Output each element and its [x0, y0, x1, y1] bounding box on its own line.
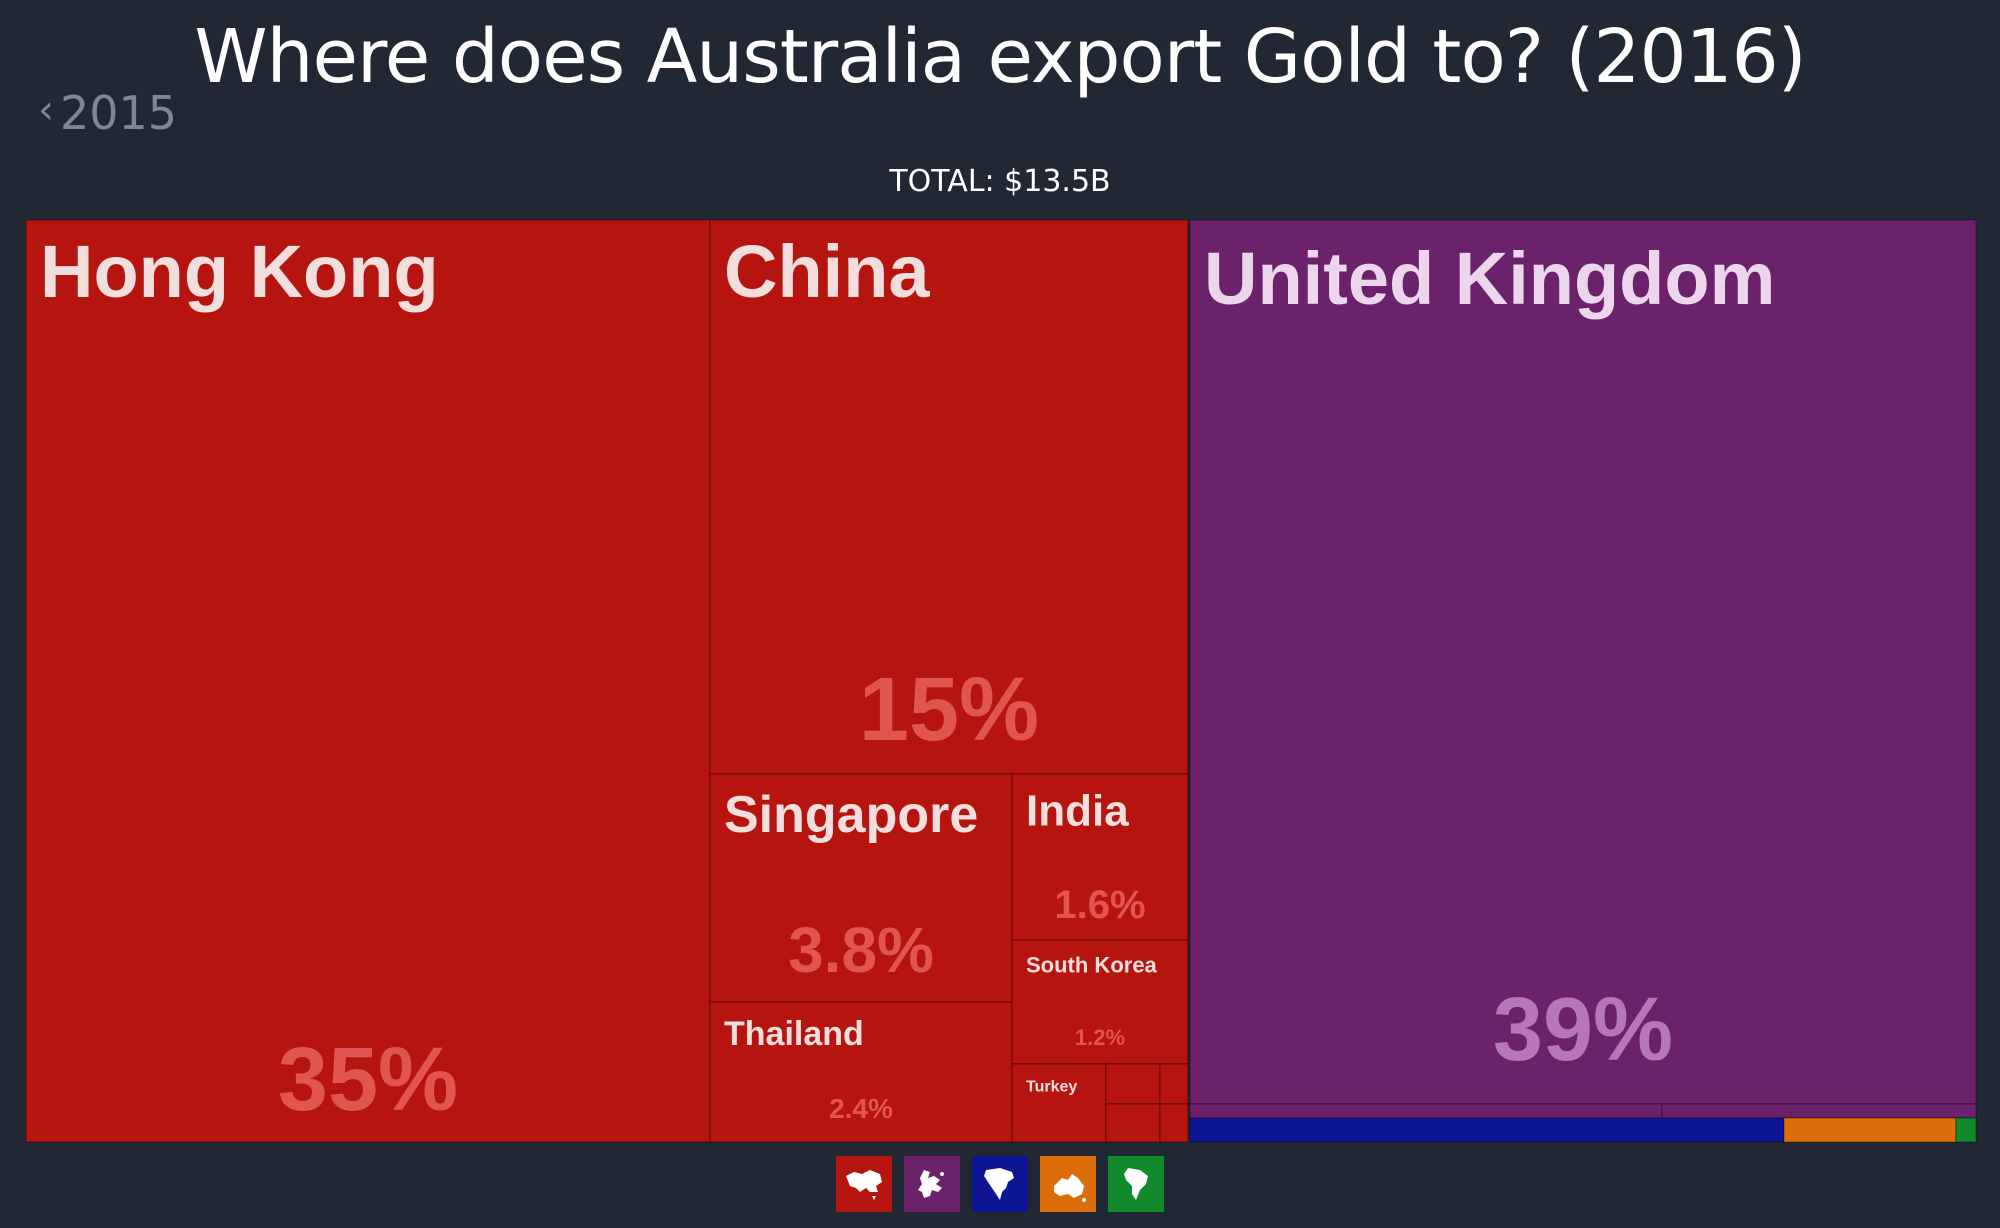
north-america-map-icon — [984, 1168, 1014, 1200]
europe-map-icon — [918, 1170, 944, 1198]
tile-south-korea[interactable] — [1011, 939, 1189, 1065]
tile-oceania[interactable] — [1783, 1117, 1957, 1143]
europe-filter-button[interactable] — [904, 1156, 960, 1212]
tile-label-south-korea: South Korea — [1026, 953, 1158, 978]
tile-label-thailand: Thailand — [724, 1015, 864, 1053]
oceania-filter-button[interactable] — [1040, 1156, 1096, 1212]
region-filter-bar — [0, 1156, 2000, 1212]
asia-filter-button[interactable] — [836, 1156, 892, 1212]
tile-other-asia[interactable] — [1105, 1063, 1161, 1105]
tile-label-turkey: Turkey — [1026, 1079, 1077, 1096]
tile-share-thailand: 2.4% — [829, 1093, 893, 1124]
tile-label-hong-kong: Hong Kong — [40, 230, 439, 313]
tile-other-europe[interactable] — [1189, 1103, 1663, 1119]
south-america-filter-button[interactable] — [1108, 1156, 1164, 1212]
tile-label-china: China — [724, 230, 930, 313]
north-america-filter-button[interactable] — [972, 1156, 1028, 1212]
tile-share-singapore: 3.8% — [788, 914, 934, 986]
tile-other-asia[interactable] — [1159, 1063, 1189, 1105]
tile-turkey[interactable] — [1011, 1063, 1107, 1143]
asia-map-icon — [846, 1170, 882, 1200]
tile-united-kingdom[interactable] — [1189, 219, 1977, 1105]
tile-other-asia[interactable] — [1159, 1103, 1189, 1143]
tile-share-china: 15% — [859, 660, 1039, 760]
south-america-map-icon — [1124, 1168, 1148, 1200]
tile-other-asia[interactable] — [1105, 1103, 1161, 1143]
tile-label-united-kingdom: United Kingdom — [1204, 237, 1775, 320]
tile-label-singapore: Singapore — [724, 786, 978, 844]
previous-year-label: 2015 — [60, 86, 178, 140]
chevron-left-icon: ‹ — [38, 87, 54, 133]
tile-other-europe[interactable] — [1661, 1103, 1977, 1119]
page-title: Where does Australia export Gold to? (20… — [194, 14, 1806, 100]
previous-year-link[interactable]: ‹ 2015 — [38, 86, 177, 140]
oceania-map-icon — [1054, 1174, 1086, 1202]
tile-north-america[interactable] — [1189, 1117, 1785, 1143]
tile-hong-kong[interactable] — [25, 219, 711, 1143]
tile-share-united-kingdom: 39% — [1493, 980, 1673, 1080]
tile-singapore[interactable] — [709, 773, 1013, 1003]
tile-india[interactable] — [1011, 773, 1189, 941]
tile-share-india: 1.6% — [1054, 883, 1145, 927]
tile-china[interactable] — [709, 219, 1189, 775]
tile-label-india: India — [1026, 786, 1129, 835]
tile-share-south-korea: 1.2% — [1075, 1025, 1125, 1050]
tile-south-america[interactable] — [1955, 1117, 1977, 1143]
tile-share-hong-kong: 35% — [278, 1030, 458, 1130]
total-value: TOTAL: $13.5B — [889, 164, 1111, 199]
